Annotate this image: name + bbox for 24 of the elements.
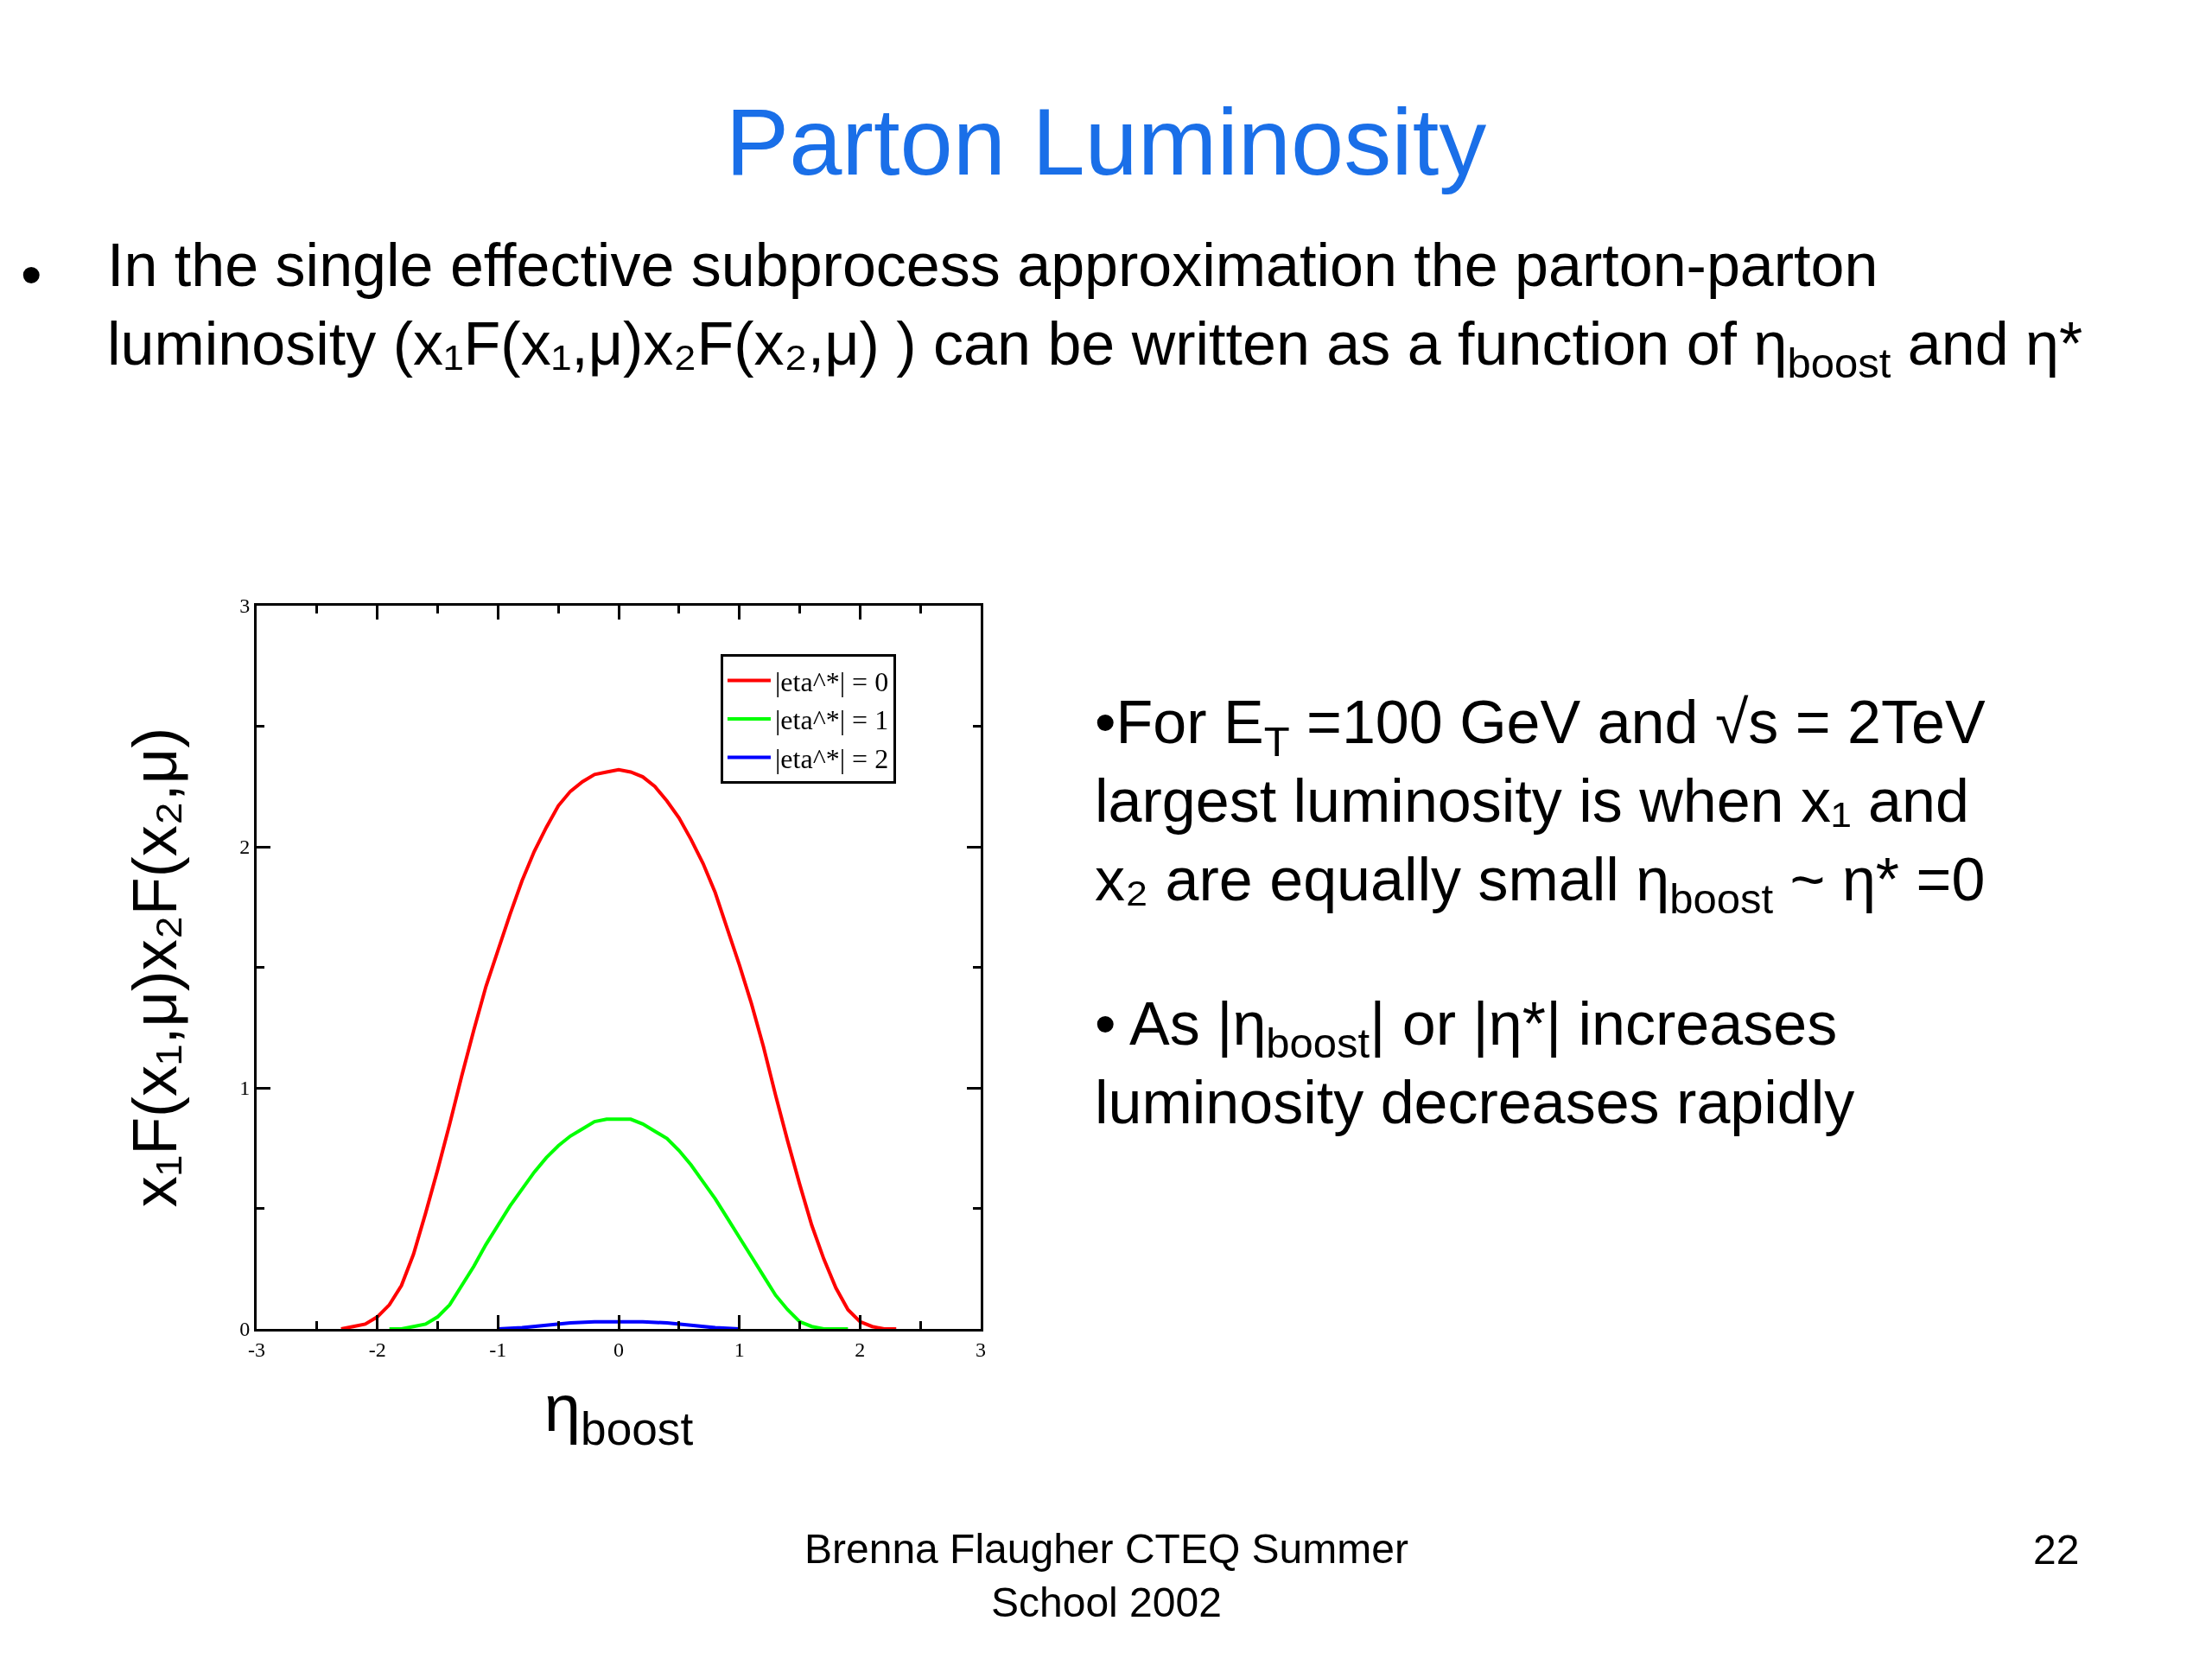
x-tick-label: -1 bbox=[489, 1338, 507, 1361]
x-tick-label: 0 bbox=[613, 1338, 624, 1361]
text: • As |η$_{boost}$| or |η*| increases luminosity decreases rapidly bbox=[1095, 990, 1855, 1136]
y-axis-title: x₁F(x₁,μ)x₂F(x₂,μ) bbox=[119, 727, 189, 1208]
legend-label: |eta^*| = 2 bbox=[774, 743, 889, 775]
x-tick-label: 1 bbox=[734, 1338, 745, 1361]
line-series bbox=[387, 1117, 850, 1329]
text: In the single effective subprocess approximation the parton-parton luminosity (x₁F(x₁,μ)x₂F(x₂,μ) ) can be written as a function of η$_{boost}$ and η* bbox=[107, 232, 2083, 386]
text: Brenna Flaugher CTEQ Summer School 2002 bbox=[804, 1526, 1408, 1626]
x-tick-label: 2 bbox=[855, 1338, 866, 1361]
legend-label: |eta^*| = 0 bbox=[774, 665, 889, 697]
y-tick-label: 0 bbox=[239, 1318, 251, 1341]
y-tick-label: 2 bbox=[239, 836, 251, 859]
x-axis-title: η$_{boost}$ bbox=[543, 1371, 694, 1455]
x-tick-label: -3 bbox=[248, 1338, 265, 1361]
x-tick-label: -2 bbox=[368, 1338, 386, 1361]
chart-title: Parton Luminosity bbox=[725, 87, 1487, 194]
text: •For E$_{T}$ =100 GeV and √s = 2TeV largest luminosity is when x₁ and x₂ are equally small η$_{boost}$ ~ η* =0 bbox=[1095, 689, 1986, 922]
text: • bbox=[21, 241, 42, 308]
y-tick-label: 1 bbox=[239, 1077, 251, 1100]
legend-label: |eta^*| = 1 bbox=[774, 704, 889, 736]
x-tick-label: 3 bbox=[976, 1338, 986, 1361]
text: 22 bbox=[2033, 1527, 2080, 1573]
y-tick-label: 3 bbox=[239, 594, 251, 618]
